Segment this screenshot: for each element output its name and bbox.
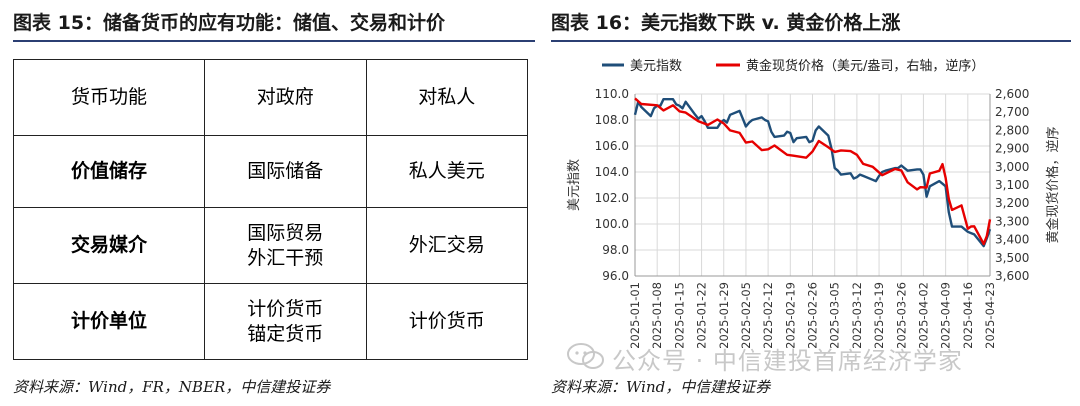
x-tick-label: 2025-01-15 [672,282,686,349]
cell-line: 外汇交易 [408,234,485,256]
y-tick-label: 108.0 [595,113,629,127]
x-tick-label: 2025-01-01 [628,282,642,349]
cell-private-unit: 计价货币 [365,283,528,360]
right-figure-title: 图表 16：美元指数下跌 v. 黄金价格上涨 [551,12,901,34]
table-row: 交易媒介 国际贸易 外汇干预 外汇交易 [13,207,528,284]
row-label-unit-of-account: 计价单位 [13,283,205,360]
y-tick-label: 106.0 [595,139,629,153]
left-source-note: 资料来源：Wind，FR，NBER，中信建投证券 [13,378,331,396]
x-tick-label: 2025-02-05 [739,282,753,349]
right-source-note: 资料来源：Wind，中信建投证券 [551,378,771,396]
y-tick-label: 98.0 [602,243,629,257]
y-tick-label: 96.0 [602,269,629,283]
y2-tick-label: 2,700 [995,105,1029,119]
table-row: 价值储存 国际储备 私人美元 [13,135,528,208]
x-tick-label: 2025-03-05 [828,282,842,349]
watermark-text: 公众号 · 中信建投首席经济学家 [612,347,963,375]
cell-line: 锚定货币 [247,322,324,345]
table-header-row: 货币功能 对政府 对私人 [13,59,528,136]
left-figure-title: 图表 15：储备货币的应有功能：储值、交易和计价 [13,12,446,34]
x-tick-label: 2025-01-08 [650,282,664,349]
y-tick-label: 100.0 [595,217,629,231]
usd-gold-chart: 96.0 98.0 100.0 102.0 104.0 106.0 108.0 110.0 20… [567,58,1061,349]
x-tick-label: 2025-02-26 [806,282,820,349]
cell-line: 私人美元 [408,160,485,182]
y2-tick-label: 2,800 [995,123,1029,137]
x-tick-label: 2025-04-23 [983,282,997,349]
header-function: 货币功能 [13,59,205,136]
series-line-usd-index [633,98,992,248]
legend-label-gold: 黄金现货价格（美元/盎司，右轴，逆序） [746,58,984,74]
y-tick-label: 104.0 [595,165,629,179]
cell-gov-exchange: 国际贸易 外汇干预 [204,207,367,284]
header-private: 对私人 [365,59,528,136]
row-label-store-of-value: 价值储存 [13,135,205,208]
x-tick-label: 2025-03-12 [850,282,864,349]
y2-tick-label: 3,100 [995,178,1029,192]
wechat-icon [567,343,604,369]
y2-tick-label: 3,600 [995,269,1029,283]
x-tick-label: 2025-03-19 [872,282,886,349]
cell-line: 国际贸易 [247,221,324,244]
cell-private-store: 私人美元 [365,135,528,208]
y2-tick-label: 3,300 [995,214,1029,228]
cell-line: 计价货币 [408,310,485,332]
x-tick-label: 2025-04-09 [939,282,953,349]
currency-function-table: 货币功能 对政府 对私人 价值储存 国际储备 私人美元 交易媒介 国际贸易 外汇… [13,59,528,360]
y-axis-title: 美元指数 [567,159,582,211]
x-tick-label: 2025-02-12 [761,282,775,349]
series-line-gold-price [634,97,992,246]
x-tick-label: 2025-04-16 [961,282,975,349]
cell-private-exchange: 外汇交易 [365,207,528,284]
cell-line: 外汇干预 [247,246,324,269]
y2-tick-label: 3,200 [995,196,1029,210]
cell-gov-store: 国际储备 [204,135,367,208]
row-label-medium-of-exchange: 交易媒介 [13,207,205,284]
legend-label-usd: 美元指数 [630,59,682,74]
y2-tick-label: 3,400 [995,233,1029,247]
header-government: 对政府 [204,59,367,136]
y2-axis-title: 黄金现货价格，逆序 [1045,126,1061,243]
y-tick-label: 110.0 [595,87,629,101]
cell-line: 计价货币 [247,297,324,320]
x-tick-label: 2025-04-02 [916,282,930,349]
table-row: 计价单位 计价货币 锚定货币 计价货币 [13,283,528,360]
cell-gov-unit: 计价货币 锚定货币 [204,283,367,360]
cell-line: 国际储备 [247,160,324,182]
y2-tick-label: 2,600 [995,87,1029,101]
y2-tick-label: 2,900 [995,142,1029,156]
y-tick-label: 102.0 [595,191,629,205]
y2-tick-label: 3,500 [995,251,1029,265]
x-tick-label: 2025-02-19 [783,282,797,349]
y2-tick-label: 3,000 [995,160,1029,174]
x-tick-label: 2025-03-26 [894,282,908,349]
right-title-rule [551,40,1071,42]
left-title-rule [13,40,535,42]
x-tick-label: 2025-01-29 [717,282,731,349]
x-tick-label: 2025-01-22 [695,282,709,349]
